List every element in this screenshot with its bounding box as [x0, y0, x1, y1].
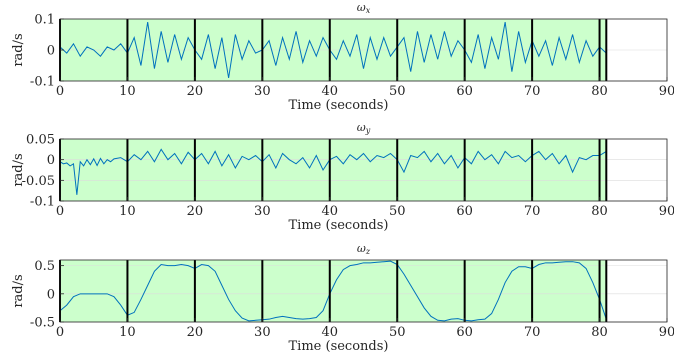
x-tick-label: 70	[524, 84, 541, 99]
x-axis-label: Time (seconds)	[289, 339, 389, 354]
x-tick-label: 10	[119, 325, 136, 340]
shaded-segment	[532, 260, 600, 322]
axes-box	[59, 138, 668, 202]
y-axis-label: rad/s	[11, 33, 26, 66]
shaded-segment	[464, 260, 533, 322]
shaded-segment	[262, 260, 330, 322]
x-tick-label: 80	[591, 325, 608, 340]
x-tick-label: 0	[56, 84, 64, 99]
x-tick-label: 80	[591, 84, 608, 99]
x-tick-label: 80	[591, 204, 608, 219]
x-tick-label: 70	[524, 325, 541, 340]
y-tick-label: 0	[47, 44, 55, 59]
subplot-title: ωy	[357, 121, 371, 135]
y-tick-label: 0	[47, 287, 55, 302]
shaded-segment	[599, 139, 607, 201]
shaded-segment	[397, 139, 465, 201]
series-line	[59, 22, 607, 78]
shaded-segment	[60, 260, 128, 322]
y-tick-label: -0.1	[30, 195, 55, 210]
series-line	[59, 260, 607, 322]
y-tick-label: -0.1	[30, 75, 55, 90]
shaded-segment	[194, 260, 263, 322]
y-tick-label: 0	[47, 153, 55, 168]
x-tick-label: 20	[187, 204, 204, 219]
shaded-segment	[194, 139, 263, 201]
x-tick-label: 30	[254, 325, 271, 340]
shaded-segment	[329, 260, 398, 322]
y-tick-label: -0.5	[30, 316, 55, 331]
shaded-segment	[329, 139, 398, 201]
x-tick-label: 30	[254, 84, 271, 99]
x-tick-label: 30	[254, 204, 271, 219]
subplot-title: ωz	[357, 242, 371, 256]
x-tick-label: 50	[389, 204, 406, 219]
y-tick-label: 0.5	[34, 259, 55, 274]
x-tick-label: 40	[322, 325, 339, 340]
shaded-segment	[532, 139, 600, 201]
y-axis-label: rad/s	[11, 274, 26, 307]
shaded-segment	[127, 260, 195, 322]
shaded-segment	[262, 139, 330, 201]
x-tick-label: 90	[659, 204, 674, 219]
shaded-segment	[60, 139, 128, 201]
x-tick-label: 60	[456, 204, 473, 219]
x-tick-label: 20	[187, 325, 204, 340]
x-tick-label: 90	[659, 325, 674, 340]
y-tick-label: -0.05	[22, 174, 55, 189]
series-line	[59, 148, 607, 195]
x-tick-label: 60	[456, 84, 473, 99]
x-tick-label: 50	[389, 84, 406, 99]
y-axis-label: rad/s	[11, 153, 26, 186]
x-tick-label: 70	[524, 204, 541, 219]
subplot-title: ωx	[357, 1, 371, 15]
x-tick-label: 20	[187, 84, 204, 99]
x-tick-label: 60	[456, 325, 473, 340]
x-axis-label: Time (seconds)	[289, 218, 389, 233]
x-axis-label: Time (seconds)	[289, 98, 389, 113]
x-tick-label: 0	[56, 325, 64, 340]
shaded-segment	[464, 139, 533, 201]
shaded-segment	[397, 260, 465, 322]
x-tick-label: 10	[119, 204, 136, 219]
shaded-segment	[127, 139, 195, 201]
x-tick-label: 10	[119, 84, 136, 99]
x-tick-label: 50	[389, 325, 406, 340]
axes-box	[59, 259, 668, 323]
x-tick-label: 90	[659, 84, 674, 99]
x-tick-label: 40	[322, 204, 339, 219]
y-tick-label: 0.05	[26, 133, 55, 148]
x-tick-label: 40	[322, 84, 339, 99]
y-tick-label: 0.1	[34, 13, 55, 28]
x-tick-label: 0	[56, 204, 64, 219]
shaded-segment	[599, 260, 607, 322]
